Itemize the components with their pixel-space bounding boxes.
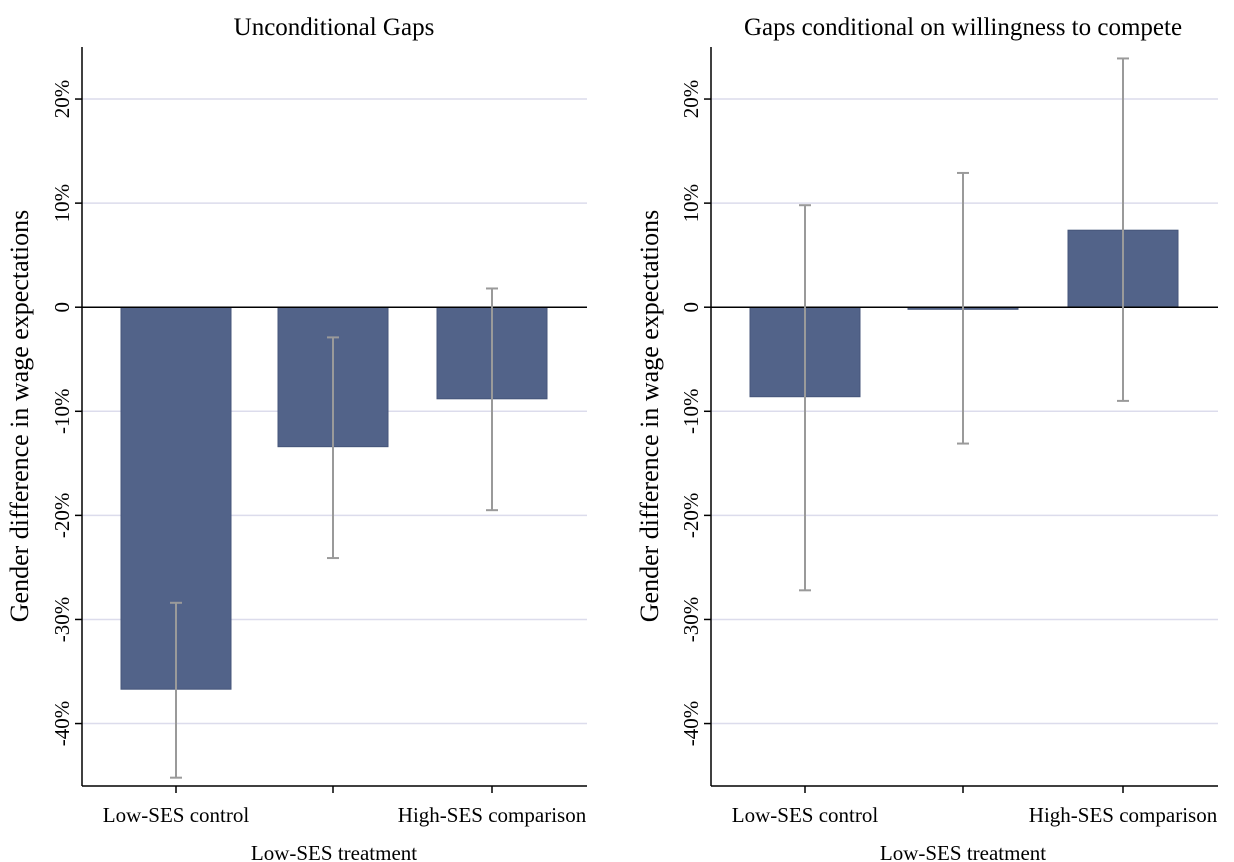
x-tick-label: High-SES comparison <box>1029 803 1218 827</box>
y-tick-label: -10% <box>50 389 74 435</box>
panel-unconditional-gaps: Unconditional Gaps Gender difference in … <box>5 14 587 862</box>
y-tick-label: 10% <box>50 184 74 223</box>
panel-title: Gaps conditional on willingness to compe… <box>744 14 1182 41</box>
y-tick-label: 0 <box>50 302 74 313</box>
plot-area: 20% 10% 0 -10% -20% -30% -40% Low-SES control Hi… <box>50 47 587 827</box>
y-axis-title: Gender difference in wage expectations <box>5 210 34 622</box>
y-tick-label: -40% <box>50 701 74 747</box>
x-tick-label: Low-SES control <box>732 803 879 827</box>
y-tick-label: -40% <box>679 701 703 747</box>
y-tick-label: -30% <box>50 597 74 643</box>
panel-conditional-gaps: Gaps conditional on willingness to compe… <box>635 14 1218 862</box>
x-axis-title: Low-SES treatment <box>880 841 1046 862</box>
y-tick-label: 0 <box>679 302 703 313</box>
y-tick-label: 20% <box>50 80 74 119</box>
x-axis-title: Low-SES treatment <box>251 841 417 862</box>
y-tick-label: -10% <box>679 389 703 435</box>
y-tick-label: -20% <box>679 493 703 539</box>
y-tick-label: 20% <box>679 80 703 119</box>
y-axis-title: Gender difference in wage expectations <box>635 210 664 622</box>
panel-title: Unconditional Gaps <box>234 14 435 41</box>
y-tick-label: -30% <box>679 597 703 643</box>
x-tick-label: High-SES comparison <box>398 803 587 827</box>
y-tick-label: 10% <box>679 184 703 223</box>
y-tick-label: -20% <box>50 493 74 539</box>
plot-area: 20% 10% 0 -10% -20% -30% -40% Low-SES control Hi… <box>679 47 1218 827</box>
x-tick-label: Low-SES control <box>103 803 250 827</box>
